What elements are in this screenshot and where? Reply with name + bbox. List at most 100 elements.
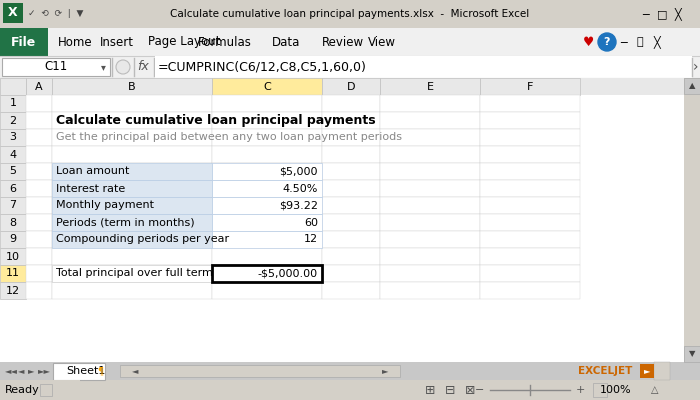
Bar	[0, 146, 26, 163]
Bar	[322, 197, 380, 214]
Bar	[0, 56, 700, 78]
Text: Home: Home	[58, 36, 92, 48]
Bar	[212, 265, 322, 282]
Bar	[0, 265, 26, 282]
Text: Data: Data	[272, 36, 300, 48]
Bar	[322, 78, 380, 95]
Bar	[52, 231, 212, 248]
Text: View: View	[368, 36, 396, 48]
Bar	[322, 265, 380, 282]
Bar	[52, 214, 212, 231]
Bar	[0, 180, 26, 197]
Bar	[120, 365, 400, 377]
Bar	[322, 146, 380, 163]
Text: ─: ─	[620, 37, 626, 47]
Bar	[52, 197, 212, 214]
Bar	[0, 112, 26, 129]
Bar	[380, 78, 480, 95]
Text: ?: ?	[603, 37, 610, 47]
Text: C11: C11	[44, 60, 68, 74]
Text: fx: fx	[137, 60, 149, 74]
Bar	[480, 282, 580, 299]
Bar	[52, 146, 212, 163]
Text: ♥: ♥	[582, 36, 594, 48]
Text: File: File	[11, 36, 36, 48]
Text: ►: ►	[28, 366, 34, 376]
Bar	[380, 197, 480, 214]
Text: Monthly payment: Monthly payment	[56, 200, 154, 210]
Bar	[26, 248, 52, 265]
Bar	[380, 231, 480, 248]
Bar	[0, 78, 684, 95]
Bar	[212, 214, 322, 231]
Bar	[640, 364, 654, 378]
Bar	[26, 78, 52, 95]
Text: =CUMPRINC(C6/12,C8,C5,1,60,0): =CUMPRINC(C6/12,C8,C5,1,60,0)	[158, 60, 367, 74]
Bar	[212, 146, 322, 163]
Bar	[322, 214, 380, 231]
Bar	[380, 265, 480, 282]
Bar	[26, 112, 52, 129]
Bar	[212, 265, 322, 282]
Bar	[52, 248, 212, 265]
Bar	[52, 231, 212, 248]
Text: ⊟: ⊟	[444, 384, 455, 396]
Text: -$5,000.00: -$5,000.00	[258, 268, 318, 278]
Bar	[52, 163, 212, 180]
Bar	[322, 163, 380, 180]
Bar	[0, 248, 26, 265]
Text: ▼: ▼	[689, 350, 695, 358]
Bar	[380, 163, 480, 180]
Bar	[0, 214, 26, 231]
Bar	[480, 95, 580, 112]
Text: ►: ►	[644, 366, 650, 376]
Text: A: A	[35, 82, 43, 92]
Bar	[52, 214, 212, 231]
Text: 11: 11	[6, 268, 20, 278]
Bar	[380, 146, 480, 163]
Text: ◄: ◄	[18, 366, 25, 376]
Bar	[0, 231, 26, 248]
Text: ⧉: ⧉	[637, 37, 643, 47]
Bar	[480, 163, 580, 180]
Bar	[26, 129, 52, 146]
Bar	[480, 265, 580, 282]
Bar	[322, 129, 380, 146]
Text: ›: ›	[693, 60, 699, 74]
Bar	[212, 95, 322, 112]
Text: Page Layout: Page Layout	[148, 36, 220, 48]
Bar	[0, 163, 26, 180]
Bar	[480, 180, 580, 197]
Bar	[0, 95, 26, 112]
Text: Insert: Insert	[100, 36, 134, 48]
Text: ►: ►	[382, 366, 388, 376]
Text: 5: 5	[10, 166, 17, 176]
Text: $5,000: $5,000	[279, 166, 318, 176]
Bar	[322, 180, 380, 197]
Bar	[322, 95, 380, 112]
Bar	[480, 146, 580, 163]
Bar	[52, 265, 212, 282]
Text: 8: 8	[9, 218, 17, 228]
Text: ⊠: ⊠	[465, 384, 475, 396]
Text: ▾: ▾	[101, 62, 106, 72]
Bar	[212, 231, 322, 248]
Bar	[322, 248, 380, 265]
Bar	[52, 163, 212, 180]
Text: Formulas: Formulas	[198, 36, 252, 48]
Text: Sheet1: Sheet1	[66, 366, 106, 376]
Text: Loan amount: Loan amount	[56, 166, 130, 176]
Bar	[0, 28, 700, 56]
Text: 6: 6	[10, 184, 17, 194]
Text: ◄: ◄	[132, 366, 139, 376]
Bar	[212, 129, 322, 146]
Text: X: X	[8, 6, 18, 20]
Bar	[212, 248, 322, 265]
Bar	[322, 231, 380, 248]
Text: Periods (term in months): Periods (term in months)	[56, 218, 195, 228]
Bar	[380, 95, 480, 112]
Bar	[480, 112, 580, 129]
Text: 4: 4	[9, 150, 17, 160]
Bar	[26, 197, 52, 214]
Text: Interest rate: Interest rate	[56, 184, 125, 194]
